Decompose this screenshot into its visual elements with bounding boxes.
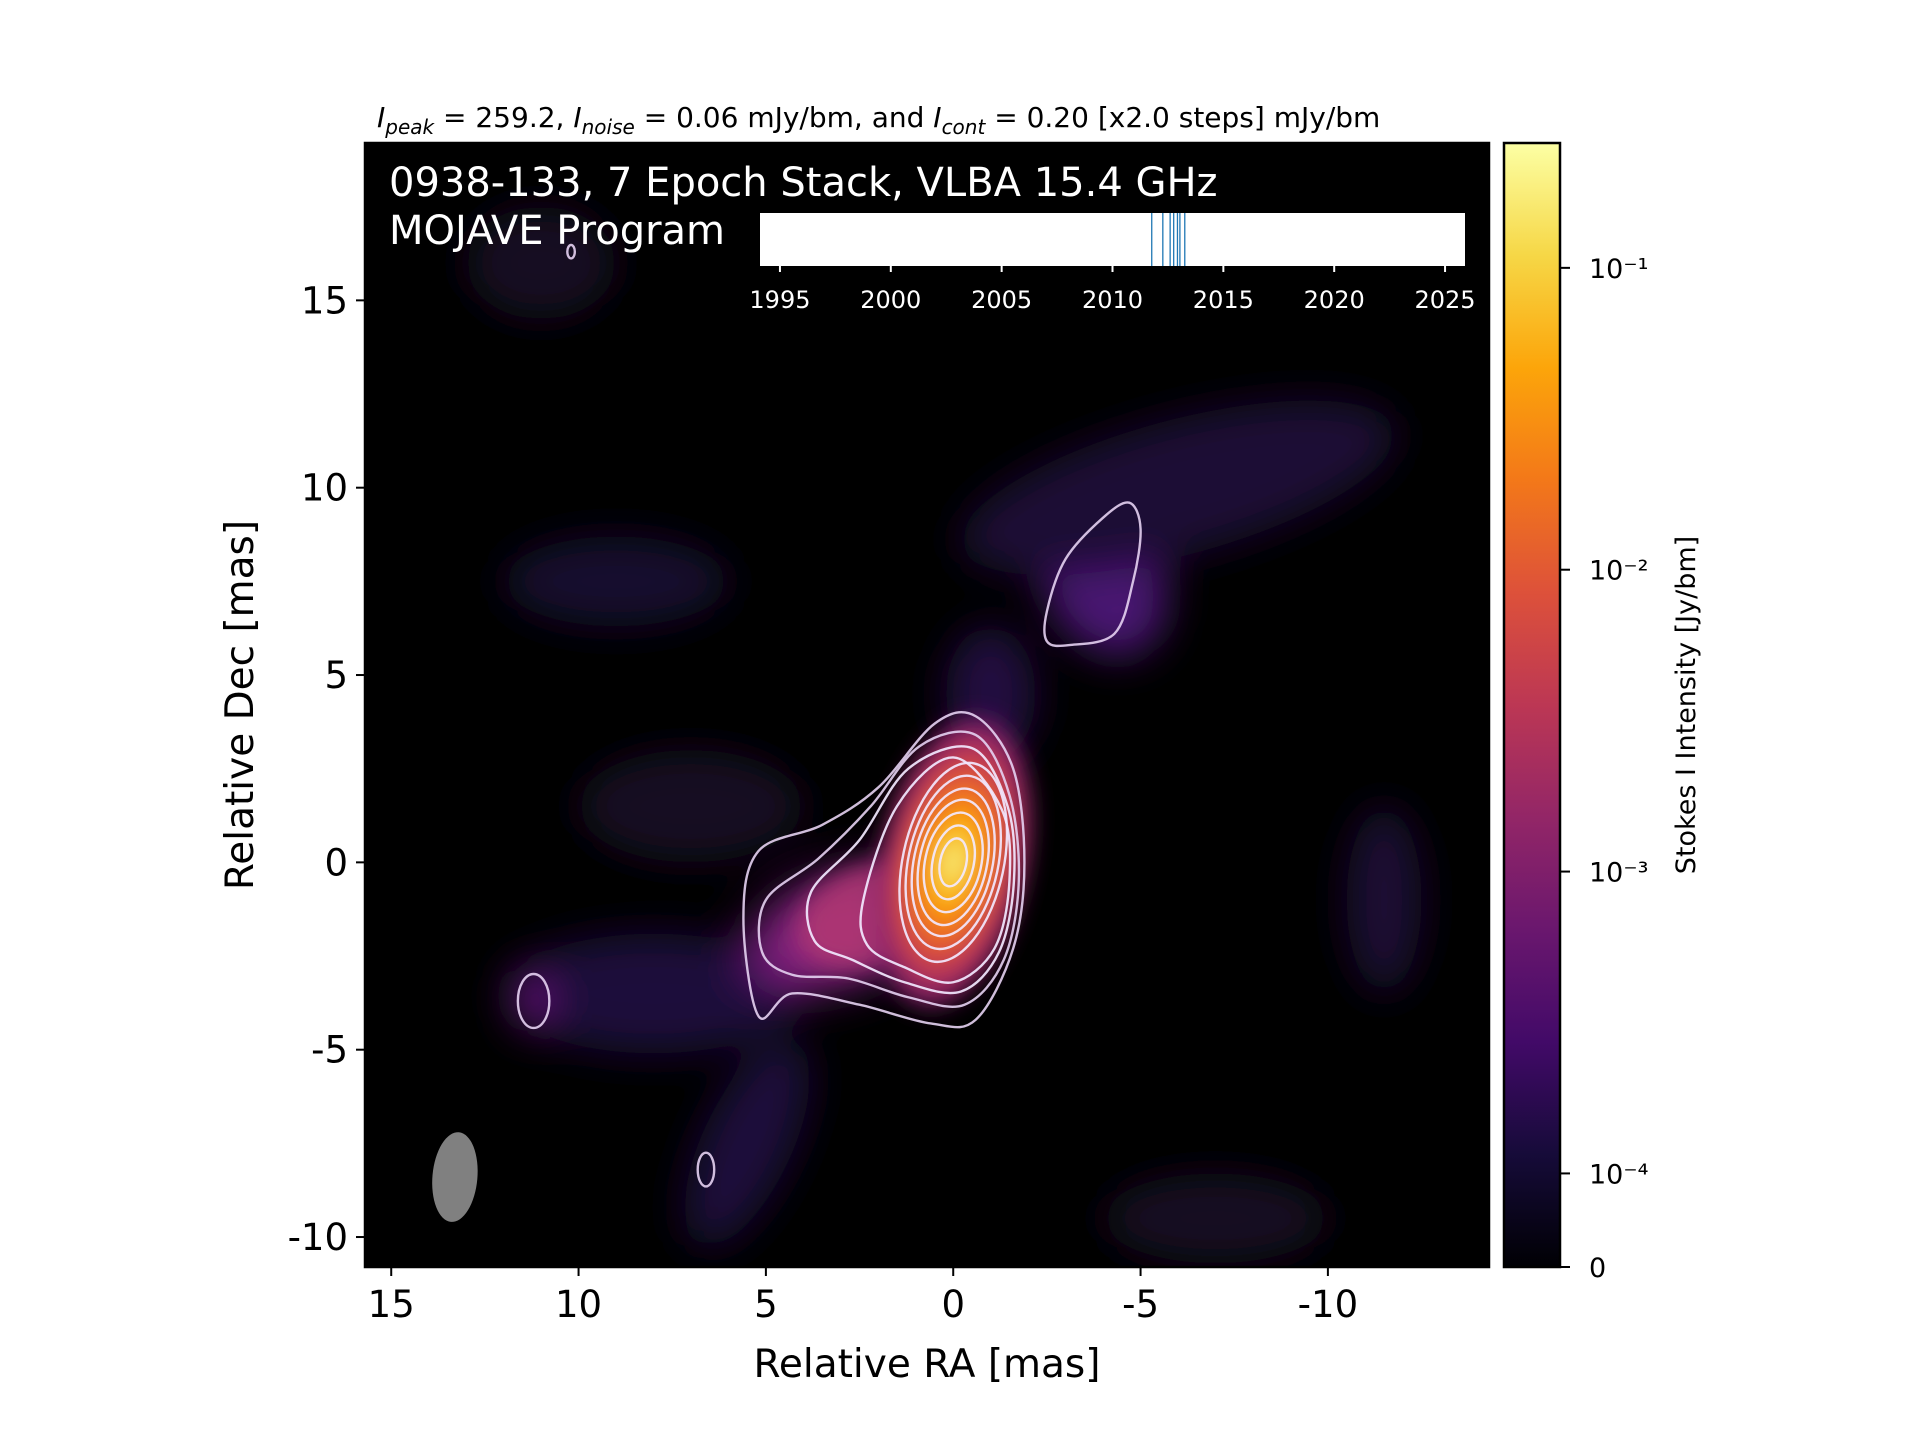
diffuse-blob bbox=[1346, 806, 1422, 994]
title-part: I bbox=[933, 101, 941, 134]
timeline-tick-label: 2000 bbox=[860, 286, 921, 314]
colorbar-tick-label: 10⁻³ bbox=[1589, 858, 1648, 889]
diffuse-emission bbox=[466, 206, 1422, 1264]
y-tick-label: -10 bbox=[288, 1216, 348, 1259]
y-tick-label: 15 bbox=[301, 279, 348, 322]
contour bbox=[935, 836, 971, 889]
diffuse-blob bbox=[960, 400, 1396, 576]
title-part: noise bbox=[582, 115, 635, 139]
x-tick-label: 15 bbox=[368, 1283, 415, 1326]
colorbar-tick-label: 10⁻² bbox=[1589, 556, 1648, 587]
image-layer bbox=[466, 206, 1422, 1264]
contours bbox=[518, 245, 1141, 1187]
diffuse-blob bbox=[503, 536, 729, 627]
colorbar-tick-label: 10⁻⁴ bbox=[1589, 1159, 1648, 1190]
plot-background bbox=[365, 143, 1489, 1267]
colorbar-label: Stokes I Intensity [Jy/bm] bbox=[1671, 536, 1702, 874]
title-part: = 0.06 mJy/bm, and bbox=[635, 101, 933, 134]
core-emission bbox=[798, 714, 1033, 1010]
x-tick-label: -10 bbox=[1298, 1283, 1358, 1326]
core bbox=[873, 714, 1033, 1010]
y-tick-label: -5 bbox=[311, 1029, 348, 1072]
contour bbox=[807, 746, 1015, 993]
stokes-image bbox=[466, 206, 1422, 1264]
contour bbox=[567, 245, 574, 258]
timeline-tick-label: 2015 bbox=[1193, 286, 1254, 314]
contour bbox=[891, 767, 1016, 958]
y-axis-label: Relative Dec [mas] bbox=[218, 520, 263, 890]
title-part: = 259.2, bbox=[434, 101, 573, 134]
contour bbox=[883, 753, 1024, 972]
timeline-tick-label: 2020 bbox=[1304, 286, 1365, 314]
title-part: I bbox=[377, 101, 385, 134]
contour bbox=[698, 1153, 714, 1187]
chart-title: Ipeak = 259.2, Inoise = 0.06 mJy/bm, and… bbox=[377, 101, 1380, 139]
diffuse-blob bbox=[514, 971, 553, 1031]
timeline-tick-label: 2010 bbox=[1082, 286, 1143, 314]
contour bbox=[518, 974, 549, 1028]
x-tick-label: -5 bbox=[1122, 1283, 1159, 1326]
contour bbox=[899, 781, 1007, 944]
x-axis-label: Relative RA [mas] bbox=[754, 1342, 1101, 1387]
timeline-tick-label: 2025 bbox=[1415, 286, 1476, 314]
timeline-tick-label: 2005 bbox=[971, 286, 1032, 314]
colorbar bbox=[1502, 141, 1562, 1269]
contour bbox=[759, 732, 1019, 1007]
title-part: = 0.20 [x2.0 steps] mJy/bm bbox=[985, 101, 1380, 134]
timeline-box bbox=[760, 213, 1465, 266]
annotation: 0938-133, 7 Epoch Stack, VLBA 15.4 GHz bbox=[389, 160, 1218, 206]
annotation: MOJAVE Program bbox=[389, 208, 725, 254]
x-tick-label: 5 bbox=[754, 1283, 778, 1326]
y-tick-label: 5 bbox=[324, 654, 348, 697]
title-part: I bbox=[573, 101, 581, 134]
diffuse-blob bbox=[684, 1039, 810, 1247]
y-tick-label: 0 bbox=[324, 841, 348, 884]
diffuse-blob bbox=[466, 206, 617, 320]
title-part: cont bbox=[942, 115, 987, 139]
diffuse-blob bbox=[1103, 1173, 1328, 1264]
title-part: peak bbox=[384, 115, 435, 139]
timeline-tick-label: 1995 bbox=[749, 286, 810, 314]
x-tick-label: 10 bbox=[555, 1283, 602, 1326]
x-tick-label: 0 bbox=[941, 1283, 965, 1326]
contour bbox=[915, 807, 991, 918]
contour bbox=[860, 757, 1010, 982]
colorbar-tick-label: 10⁻¹ bbox=[1589, 254, 1648, 285]
contour bbox=[925, 821, 981, 903]
contour bbox=[743, 712, 1024, 1027]
plot-frame bbox=[363, 141, 1491, 1269]
y-tick-label: 10 bbox=[301, 467, 348, 510]
beam bbox=[432, 1132, 478, 1222]
contour bbox=[907, 793, 999, 932]
colorbar-tick-label: 0 bbox=[1589, 1253, 1606, 1284]
diffuse-blob bbox=[578, 749, 804, 863]
contour bbox=[1044, 502, 1140, 646]
